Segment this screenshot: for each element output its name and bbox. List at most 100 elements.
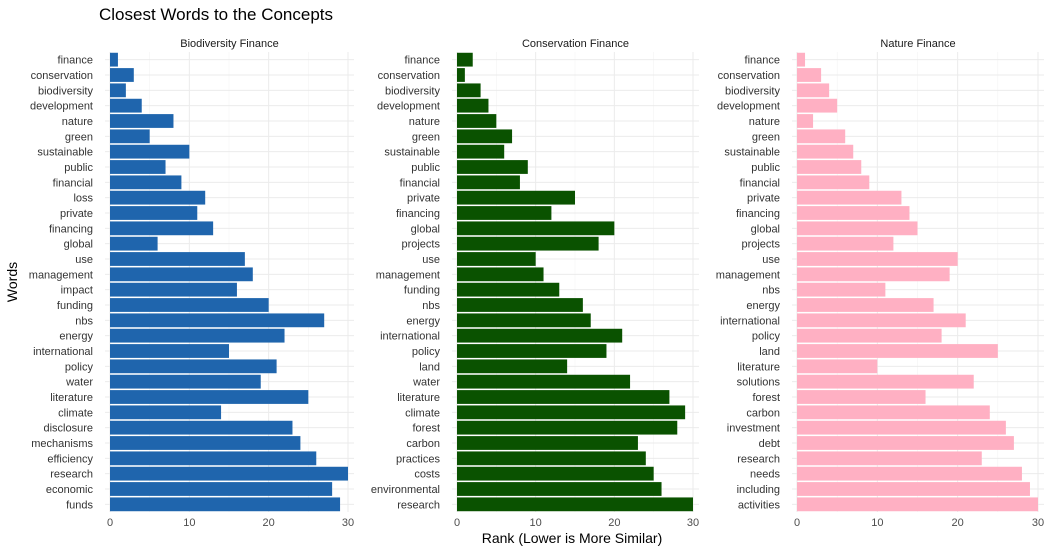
y-tick-label: costs (414, 469, 440, 481)
y-tick-label: development (30, 101, 93, 113)
chart-panels: Biodiversity Finance finance conservation b… (29, 38, 1044, 529)
bar-energy (797, 298, 934, 312)
y-tick-label: biodiversity (38, 85, 94, 97)
bar-climate (457, 405, 686, 420)
y-tick-label: international (380, 331, 440, 343)
y-tick-label: forest (752, 392, 780, 404)
y-axis-title: Words (4, 262, 20, 302)
y-tick-label: financial (53, 177, 93, 189)
bar-finance (457, 52, 473, 67)
bar-conservation (457, 68, 465, 82)
bar-use (797, 252, 958, 266)
bar-biodiversity (110, 83, 126, 98)
y-tick-label: conservation (718, 70, 780, 82)
bar-activities (797, 497, 1038, 512)
y-tick-label: sustainable (37, 147, 93, 159)
bar-financial (110, 175, 182, 190)
y-tick-label: development (377, 101, 440, 113)
y-tick-label: management (716, 269, 780, 281)
panel-title: Biodiversity Finance (180, 38, 278, 50)
y-tick-label: energy (59, 331, 93, 343)
bar-conservation (797, 68, 822, 82)
x-tick-label: 0 (107, 517, 113, 529)
bar-policy (110, 359, 277, 374)
bar-nature (110, 114, 174, 128)
bar-international (457, 328, 623, 343)
bar-global (797, 221, 918, 236)
panel-title: Conservation Finance (522, 38, 629, 50)
x-tick-label: 30 (342, 517, 354, 529)
y-tick-label: economic (46, 484, 94, 496)
bar-green (457, 129, 513, 144)
bar-funding (457, 282, 560, 297)
y-tick-label: projects (741, 239, 780, 251)
y-tick-label: financing (49, 223, 93, 235)
bar-nature (457, 114, 497, 128)
y-tick-label: including (737, 484, 780, 496)
y-tick-label: research (737, 453, 780, 465)
bar-impact (110, 282, 237, 297)
bar-conservation (110, 68, 134, 82)
bar-solutions (797, 374, 974, 389)
bar-global (110, 236, 158, 251)
bar-economic (110, 482, 333, 496)
bar-forest (797, 390, 926, 404)
x-tick-label: 10 (871, 517, 883, 529)
bar-management (110, 267, 253, 282)
bar-use (457, 252, 536, 266)
bar-financial (797, 175, 870, 190)
y-tick-label: nbs (422, 300, 440, 312)
y-tick-label: water (65, 377, 93, 389)
x-axis-title: Rank (Lower is More Similar) (482, 530, 662, 546)
y-tick-label: financing (736, 208, 780, 220)
y-tick-label: water (412, 377, 440, 389)
y-tick-label: investment (727, 423, 780, 435)
panel-conservation-finance: Conservation Finance finance conservation b… (371, 38, 699, 529)
bar-land (797, 344, 998, 358)
y-tick-label: global (411, 223, 440, 235)
y-tick-label: literature (50, 392, 93, 404)
x-tick-label: 30 (1032, 517, 1044, 529)
y-tick-label: carbon (746, 407, 780, 419)
y-tick-label: land (759, 346, 780, 358)
bar-biodiversity (457, 83, 481, 98)
bar-practices (457, 451, 646, 466)
bar-nbs (457, 298, 583, 312)
panel-biodiversity-finance: Biodiversity Finance finance conservation b… (29, 38, 354, 529)
bar-funding (110, 298, 269, 312)
bar-literature (110, 390, 309, 404)
y-tick-label: finance (58, 55, 93, 67)
bar-development (110, 98, 142, 113)
bar-policy (797, 328, 942, 343)
bar-biodiversity (797, 83, 830, 98)
y-tick-label: public (751, 162, 780, 174)
bar-costs (457, 466, 654, 481)
y-tick-label: debt (759, 438, 780, 450)
bar-use (110, 252, 245, 266)
bar-literature (797, 359, 878, 374)
bar-development (797, 98, 838, 113)
y-tick-label: climate (58, 407, 93, 419)
bar-private (457, 190, 575, 205)
bar-financial (457, 175, 520, 190)
bar-environmental (457, 482, 662, 496)
x-tick-label: 0 (794, 517, 800, 529)
bar-forest (457, 420, 678, 435)
y-tick-label: management (29, 269, 93, 281)
y-tick-label: green (65, 131, 93, 143)
y-tick-label: finance (405, 55, 440, 67)
y-tick-label: disclosure (43, 423, 93, 435)
bar-carbon (797, 405, 990, 420)
bar-private (797, 190, 902, 205)
bar-including (797, 482, 1030, 496)
bar-loss (110, 190, 206, 205)
y-tick-label: use (75, 254, 93, 266)
y-tick-label: sustainable (724, 147, 780, 159)
y-tick-label: international (720, 315, 780, 327)
y-tick-label: loss (73, 193, 93, 205)
y-tick-label: needs (750, 469, 780, 481)
bar-policy (457, 344, 607, 358)
chart-title: Closest Words to the Concepts (99, 5, 333, 24)
y-tick-label: global (751, 223, 780, 235)
